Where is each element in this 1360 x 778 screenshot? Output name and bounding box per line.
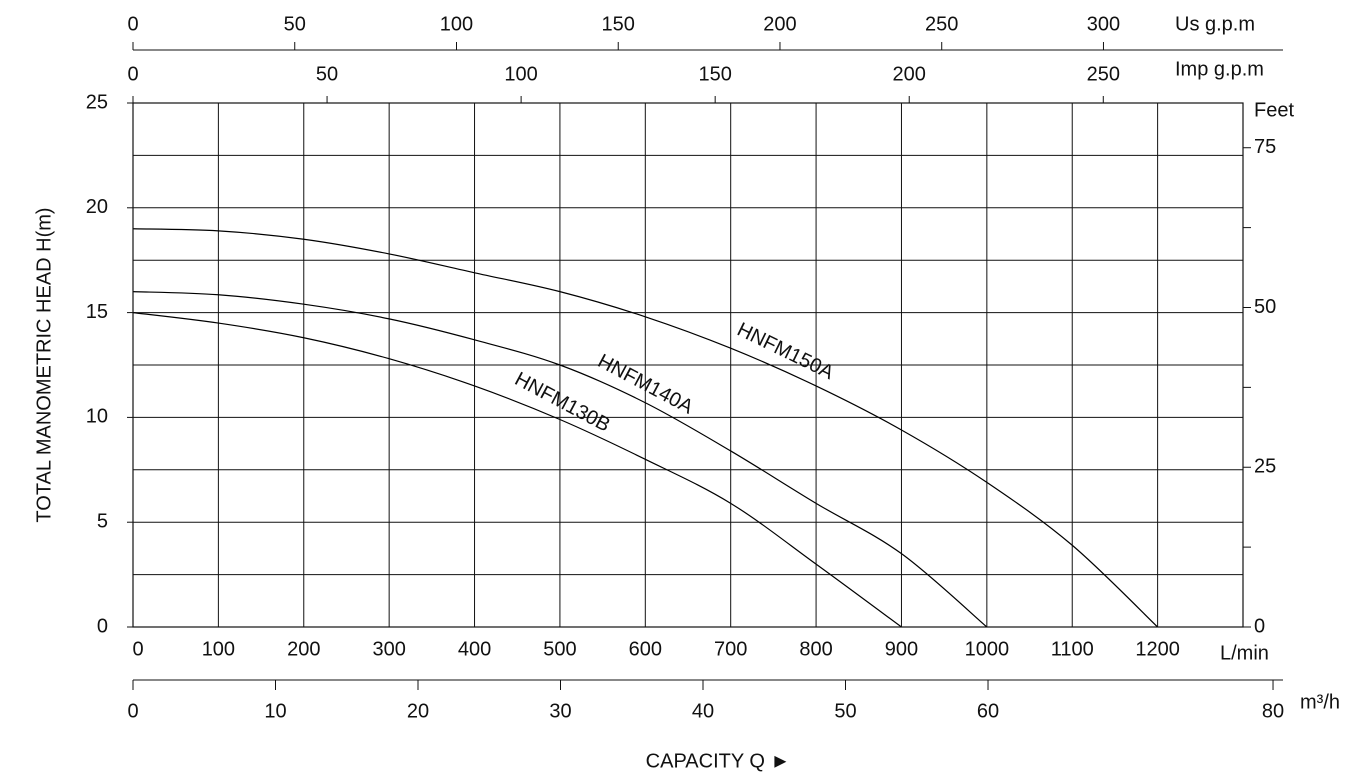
imp-gpm-tick-label: 150 — [698, 63, 731, 85]
x-unit: L/min — [1220, 642, 1269, 664]
m3h-tick-label: 0 — [127, 700, 138, 722]
imp-gpm-tick-label: 0 — [127, 63, 138, 85]
m3h-tick-label: 20 — [407, 700, 429, 722]
imp-gpm-tick-label: 50 — [316, 63, 338, 85]
feet-label: Feet — [1254, 99, 1294, 121]
x-tick-label: 1000 — [965, 638, 1010, 660]
x-tick-label: 100 — [202, 638, 235, 660]
x-tick-label: 200 — [287, 638, 320, 660]
plot-frame — [132, 102, 1244, 628]
feet-tick-label: 0 — [1254, 615, 1265, 637]
imp-gpm-label: Imp g.p.m — [1175, 58, 1264, 80]
us-gpm-tick-label: 150 — [602, 13, 635, 35]
x-tick-label: 700 — [714, 638, 747, 660]
x-axis-title: CAPACITY Q ► — [646, 750, 791, 772]
y-axis-title: TOTAL MANOMETRIC HEAD H(m) — [33, 207, 55, 522]
us-gpm-tick-label: 200 — [763, 13, 796, 35]
us-gpm-tick-label: 300 — [1087, 13, 1120, 35]
x-tick-label: 1200 — [1135, 638, 1180, 660]
feet-tick-label: 75 — [1254, 136, 1276, 158]
curve — [132, 312, 902, 628]
x-tick-label: 0 — [132, 638, 143, 660]
y-tick-label: 0 — [97, 615, 108, 637]
x-tick-label: 900 — [885, 638, 918, 660]
m3h-tick-label: 50 — [834, 700, 856, 722]
y-tick-label: 20 — [86, 196, 108, 218]
m3h-tick-label: 40 — [692, 700, 714, 722]
curve-label: HNFM130B — [511, 368, 614, 436]
feet-tick-label: 25 — [1254, 456, 1276, 478]
m3h-tick-label: 10 — [264, 700, 286, 722]
us-gpm-tick-label: 50 — [284, 13, 306, 35]
imp-gpm-tick-label: 100 — [504, 63, 537, 85]
x-tick-label: 1100 — [1051, 638, 1094, 660]
us-gpm-tick-label: 250 — [925, 13, 958, 35]
x-tick-label: 400 — [458, 638, 491, 660]
m3h-label: m³/h — [1300, 691, 1340, 713]
y-tick-label: 25 — [86, 91, 108, 113]
x-tick-label: 800 — [799, 638, 832, 660]
y-tick-label: 5 — [97, 510, 108, 532]
m3h-tick-label: 30 — [549, 700, 571, 722]
us-gpm-tick-label: 100 — [440, 13, 473, 35]
imp-gpm-tick-label: 200 — [893, 63, 926, 85]
y-tick-label: 10 — [86, 406, 108, 428]
curve-label: HNFM150A — [734, 319, 838, 385]
y-tick-label: 15 — [86, 301, 108, 323]
x-tick-label: 500 — [543, 638, 576, 660]
imp-gpm-tick-label: 250 — [1087, 63, 1120, 85]
m3h-tick-label: 60 — [977, 700, 999, 722]
x-tick-label: 600 — [629, 638, 662, 660]
us-gpm-tick-label: 0 — [127, 13, 138, 35]
m3h-tick-label: 80 — [1262, 700, 1284, 722]
x-tick-label: 300 — [372, 638, 405, 660]
curve — [132, 228, 1159, 628]
us-gpm-label: Us g.p.m — [1175, 13, 1255, 35]
curve — [132, 291, 988, 628]
feet-tick-label: 50 — [1254, 296, 1276, 318]
